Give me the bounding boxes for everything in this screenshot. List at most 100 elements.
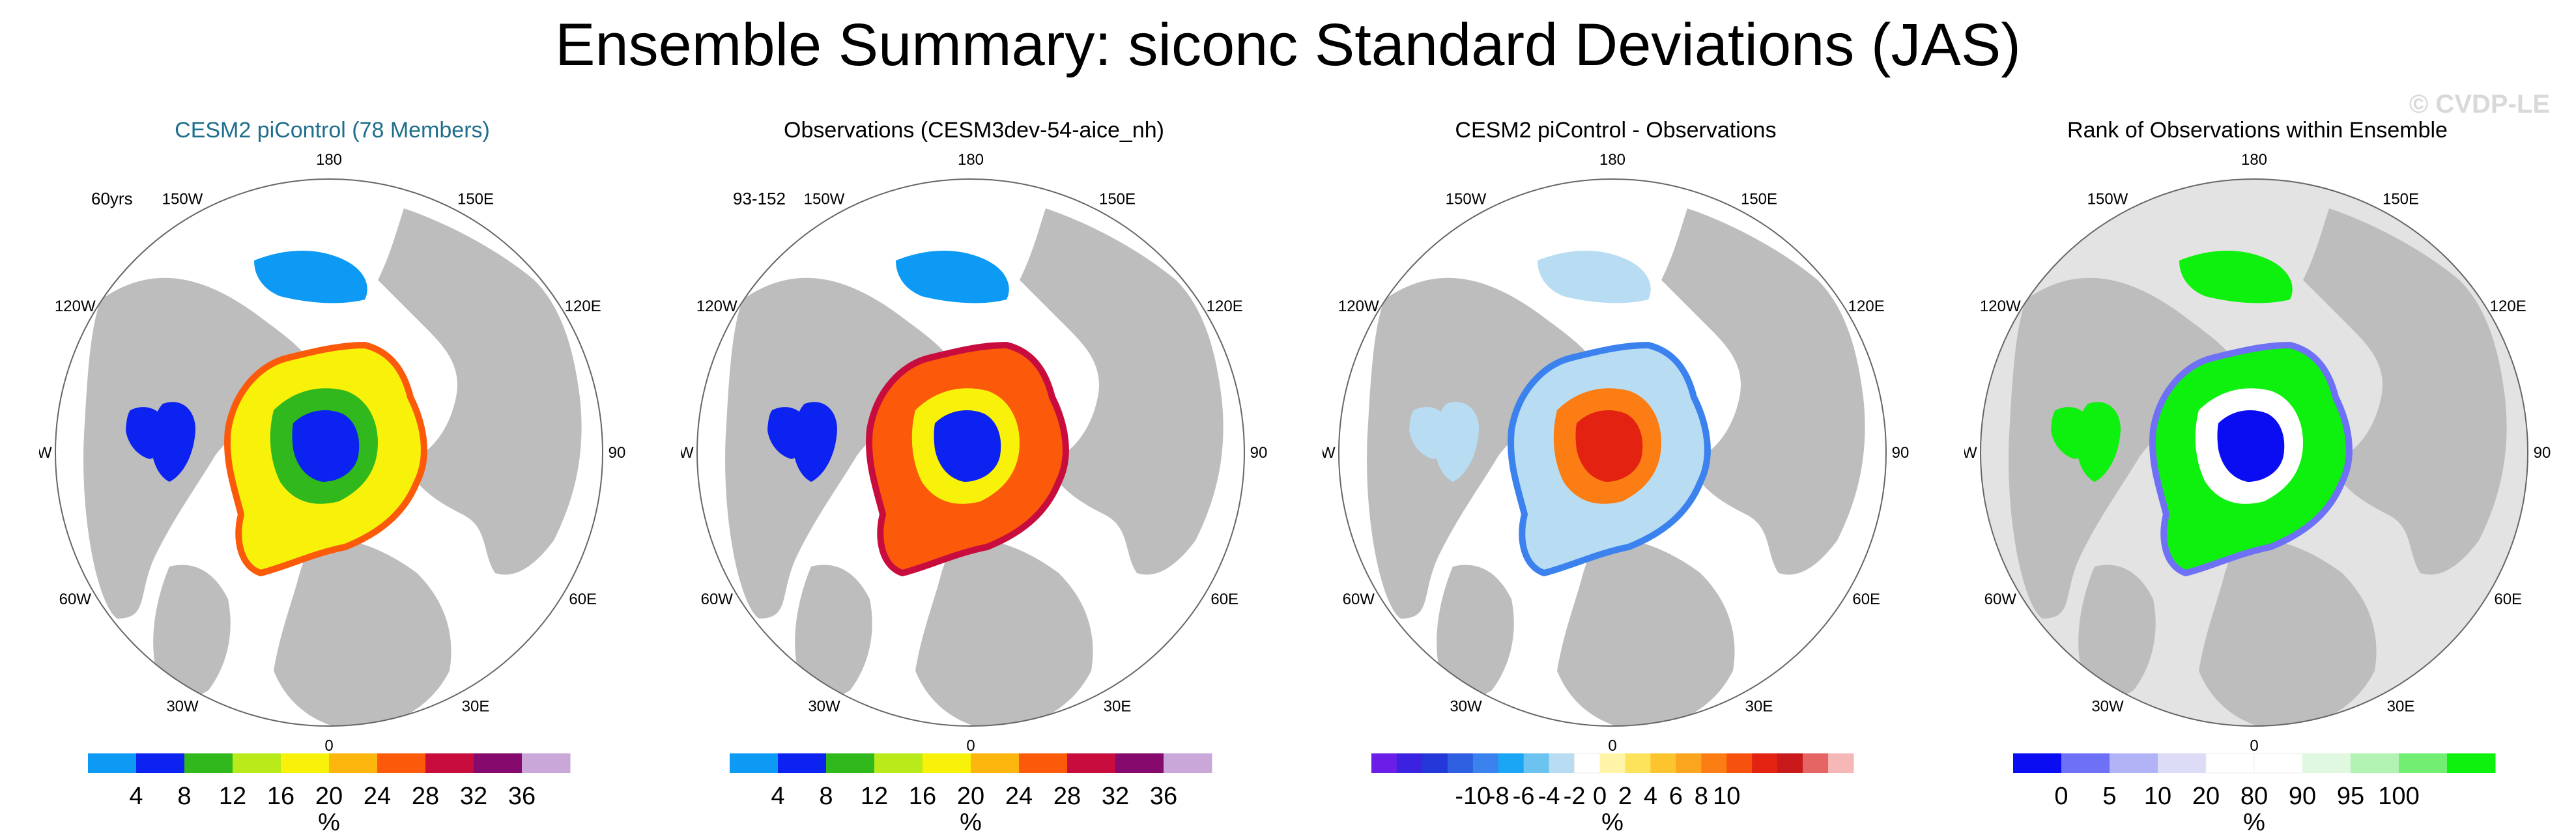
- sea-ice-field: [896, 251, 1009, 303]
- colorbar-unit: %: [318, 809, 340, 833]
- map-content: [697, 179, 1244, 726]
- longitude-label: 30W: [1450, 698, 1482, 716]
- colorbar-swatch: [1599, 753, 1625, 773]
- colorbar-tick-label: 0: [2054, 783, 2068, 810]
- colorbar-swatch: [88, 753, 137, 773]
- polar-map: 180 150E 120E 90E 60E 30E 0 30W 60W 90W 120W 150W: [681, 151, 1267, 755]
- colorbar-swatch: [874, 753, 923, 773]
- longitude-label: 0: [966, 737, 975, 755]
- colorbar-swatch: [1549, 753, 1575, 773]
- colorbar-swatch: [923, 753, 971, 773]
- longitude-label: 60E: [2494, 591, 2522, 608]
- colorbar-swatch: [730, 753, 779, 773]
- colorbar-swatch: [2205, 753, 2255, 774]
- longitude-label: 0: [1608, 737, 1616, 755]
- colorbar-unit: %: [2243, 809, 2265, 833]
- colorbar-swatch: [1371, 753, 1397, 773]
- colorbar-swatch: [1115, 753, 1164, 773]
- watermark: © CVDP-LE: [2409, 90, 2550, 119]
- longitude-label: 180: [316, 151, 342, 169]
- colorbar-swatch: [1777, 753, 1803, 773]
- longitude-label: 90E: [1250, 444, 1267, 462]
- longitude-label: 180: [2241, 151, 2267, 169]
- colorbar-swatch: [1019, 753, 1068, 773]
- sea-ice-field: [934, 410, 1001, 482]
- polar-map: 180 150E 120E 90E 60E 30E 0 30W 60W 90W 120W 150W: [1323, 151, 1909, 755]
- colorbar-swatch: [2302, 753, 2351, 773]
- sea-ice-field: [126, 407, 167, 459]
- colorbar-swatch: [2110, 753, 2158, 773]
- longitude-label: 120E: [1848, 298, 1885, 315]
- polar-map: 180 150E 120E 90E 60E 30E 0 30W 60W 90W 120W 150W: [1964, 151, 2551, 755]
- colorbar-swatch: [1396, 753, 1423, 773]
- longitude-label: 90E: [608, 444, 625, 462]
- colorbar-tick-label: 8: [819, 783, 833, 810]
- map-panel: CESM2 piControl (78 Members) 60yrs 180 150E…: [39, 117, 625, 833]
- colorbar-tick-label: 10: [2144, 783, 2171, 810]
- longitude-label: 90W: [681, 444, 694, 462]
- panel-title: Rank of Observations within Ensemble: [2067, 118, 2448, 143]
- longitude-label: 60E: [569, 591, 597, 608]
- map-panel: Observations (CESM3dev-54-aice_nh) 93-152…: [681, 117, 1267, 833]
- colorbar-swatch: [778, 753, 827, 773]
- sea-ice-field: [1538, 251, 1651, 303]
- colorbar-tick-label: 0: [1593, 783, 1607, 810]
- colorbar-swatch: [1726, 753, 1753, 773]
- map-content: [1339, 179, 1886, 726]
- colorbar-tick-label: 6: [1669, 783, 1683, 810]
- colorbar-tick-label: 12: [861, 783, 888, 810]
- colorbar-swatch: [184, 753, 233, 773]
- colorbar-swatch: [1752, 753, 1778, 773]
- colorbar-tick-label: 2: [1618, 783, 1632, 810]
- map-panel: CESM2 piControl - Observations 180 150E 120…: [1323, 117, 1909, 833]
- map-boundary: [696, 178, 1245, 727]
- colorbar-swatch: [2254, 753, 2303, 774]
- longitude-label: 150W: [2087, 190, 2128, 208]
- colorbar-tick-label: 4: [1644, 783, 1657, 810]
- longitude-label: 150E: [2383, 190, 2419, 208]
- polar-map: 180 150E 120E 90E 60E 30E 0 30W 60W 90W 120W 150W: [39, 151, 625, 755]
- colorbar: 4 8 12 16 20 24 28 32 36%: [88, 753, 571, 833]
- land-mass: [1367, 208, 1865, 726]
- colorbar-tick-label: -4: [1538, 783, 1560, 810]
- colorbar-tick-label: 32: [1102, 783, 1129, 810]
- longitude-label: 30W: [2091, 698, 2124, 716]
- longitude-label: 150W: [1446, 190, 1487, 208]
- land-mass: [725, 208, 1224, 726]
- colorbar-swatch: [2399, 753, 2448, 773]
- longitude-label: 120W: [1338, 298, 1379, 315]
- longitude-label: 0: [2250, 737, 2258, 755]
- colorbar-tick-label: 12: [219, 783, 246, 810]
- colorbar-swatch: [2013, 753, 2062, 773]
- colorbar-tick-label: 16: [909, 783, 936, 810]
- longitude-label: 180: [958, 151, 984, 169]
- longitude-label: 120W: [55, 298, 96, 315]
- longitude-label: 150E: [457, 190, 494, 208]
- longitude-label: 90W: [39, 444, 52, 462]
- colorbar-swatch: [1523, 753, 1550, 773]
- longitude-label: 120E: [565, 298, 601, 315]
- map-content: [55, 179, 603, 726]
- sea-ice-field: [1575, 410, 1643, 482]
- colorbar-tick-label: 80: [2240, 783, 2268, 810]
- figure-title: Ensemble Summary: siconc Standard Deviat…: [555, 12, 2021, 78]
- panel-title: CESM2 piControl (78 Members): [175, 118, 490, 143]
- longitude-label: 150E: [1099, 190, 1136, 208]
- sea-ice-field: [2179, 251, 2293, 303]
- colorbar-swatch: [826, 753, 875, 773]
- colorbar-tick-label: -10: [1455, 783, 1491, 810]
- longitude-label: 150E: [1741, 190, 1777, 208]
- colorbar-swatch: [1472, 753, 1499, 773]
- colorbar-tick-label: -2: [1564, 783, 1586, 810]
- colorbar: 4 8 12 16 20 24 28 32 36%: [730, 753, 1212, 833]
- colorbar: -10-8 -6 -4 -2 0 2 4 6 8 10%: [1371, 753, 1854, 833]
- longitude-label: 60E: [1852, 591, 1880, 608]
- map-panel: Rank of Observations within Ensemble 180 1…: [1964, 117, 2551, 833]
- colorbar-swatch: [377, 753, 426, 773]
- map-boundary: [55, 178, 603, 727]
- colorbar-tick-label: 16: [267, 783, 294, 810]
- longitude-label: 60E: [1210, 591, 1238, 608]
- longitude-label: 60W: [1984, 591, 2017, 608]
- land-mass: [83, 208, 582, 726]
- longitude-label: 60W: [59, 591, 92, 608]
